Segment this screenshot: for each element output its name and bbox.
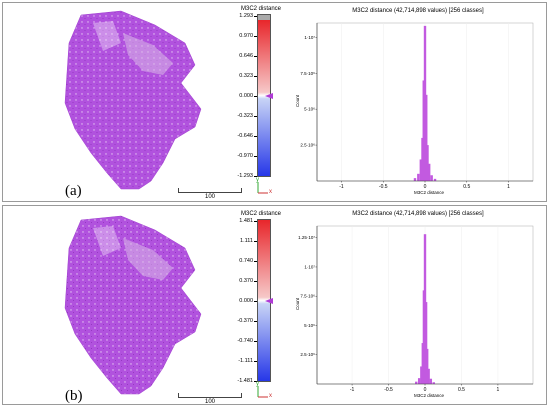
colorbar-value: -0.370 xyxy=(237,318,253,324)
colorbar-title: M3C2 distance xyxy=(240,211,282,217)
colorbar-value: -1.293 xyxy=(237,173,253,179)
point-cloud-shape xyxy=(64,215,202,395)
point-cloud-view[interactable] xyxy=(3,3,223,201)
x-axis-label: M3C2 distance xyxy=(414,393,445,398)
colorbar-value: -1.111 xyxy=(238,358,253,364)
histogram-bar xyxy=(426,145,429,181)
x-tick-label: 1 xyxy=(507,184,510,190)
histogram-bar xyxy=(424,302,428,384)
colorbar-value: 1.111 xyxy=(240,238,253,244)
histogram-bar xyxy=(427,368,430,384)
scale-label: 100 xyxy=(205,399,216,405)
axis-triad-icon xyxy=(257,182,268,194)
colorbar-marker-icon[interactable] xyxy=(265,93,273,99)
sublabel-b: (b) xyxy=(65,388,83,404)
histogram-bar xyxy=(432,382,435,384)
x-axis-label: M3C2 distance xyxy=(414,190,445,195)
point-cloud-shape xyxy=(64,10,202,190)
histogram-bar xyxy=(417,173,420,181)
histogram-bar xyxy=(415,381,418,384)
colorbar-value: 0.740 xyxy=(239,258,253,264)
point-cloud-view[interactable] xyxy=(3,206,223,404)
colorbar-value: -0.740 xyxy=(237,338,253,344)
colorbar-marker-icon[interactable] xyxy=(265,298,273,304)
panel-a: (a) 100 M3C2 distance 1.293 0.970 0.646 0.3… xyxy=(2,2,547,202)
axis-y-label: y xyxy=(256,381,259,387)
y-tick-label: 5·10⁶ xyxy=(304,107,315,112)
colorbar-value: 0.646 xyxy=(239,53,253,59)
sublabel-a: (a) xyxy=(65,183,82,199)
y-tick-label: 1·10⁷ xyxy=(304,35,315,40)
colorbar-value: -0.323 xyxy=(237,113,253,119)
y-tick-label: 1.25·10⁷ xyxy=(298,235,315,240)
x-tick-label: -0.5 xyxy=(379,184,388,190)
y-tick-label: 7.5·10⁶ xyxy=(300,71,315,76)
histogram-chart[interactable]: 1.25·10⁷ 1·10⁷ 7.5·10⁶ 5·10⁶ 2.5·10⁶ -1 -0.5 0 0… xyxy=(293,220,541,400)
colorbar-value: 0.323 xyxy=(239,73,253,79)
histogram-bar xyxy=(425,348,429,384)
y-tick-label: 5·10⁶ xyxy=(304,323,315,328)
x-tick-label: -0.5 xyxy=(384,387,393,393)
axis-x-label: x xyxy=(269,189,272,195)
scale-label: 100 xyxy=(205,194,216,200)
y-tick-label: 1·10⁷ xyxy=(304,264,315,269)
colorbar-value: -0.646 xyxy=(237,133,253,139)
y-tick-label: 7.5·10⁶ xyxy=(300,294,315,299)
y-tick-label: 2.5·10⁶ xyxy=(300,352,315,357)
colorbar-value: 0.970 xyxy=(239,33,253,39)
histogram-title: M3C2 distance (42,714,898 values) [256 c… xyxy=(352,211,484,217)
y-axis-label: Count xyxy=(295,94,300,107)
colorbar-value: 0.000 xyxy=(239,298,253,304)
histogram-bar xyxy=(421,137,424,181)
x-tick-label: 0 xyxy=(424,184,427,190)
histogram-bar xyxy=(430,175,433,181)
x-tick-label: -1 xyxy=(339,184,344,190)
y-tick-label: 2.5·10⁶ xyxy=(300,143,315,148)
histogram-bar xyxy=(423,25,427,181)
colorbar-value: -0.970 xyxy=(237,153,253,159)
axis-x-label: x xyxy=(269,393,272,399)
colorbar-value: -1.481 xyxy=(237,378,253,384)
histogram-bar xyxy=(429,378,433,384)
axis-y-label: y xyxy=(256,177,259,183)
scale-bar xyxy=(178,397,241,398)
axis-triad-icon xyxy=(257,386,268,398)
histogram-bar xyxy=(419,159,423,181)
x-tick-label: 0.5 xyxy=(458,387,465,393)
x-tick-label: 1 xyxy=(497,387,500,393)
colorbar-value: 1.293 xyxy=(239,13,253,19)
histogram-bar xyxy=(417,378,421,384)
histogram-bar xyxy=(420,366,423,384)
histogram-bar xyxy=(413,178,417,181)
y-axis-label: Count xyxy=(295,297,300,310)
colorbar-title: M3C2 distance xyxy=(240,6,282,12)
histogram-bar xyxy=(422,80,425,181)
histogram-chart[interactable]: 1·10⁷ 7.5·10⁶ 5·10⁶ 2.5·10⁶ -1 -0.5 0 0.5 1 Count… xyxy=(293,17,541,197)
panel-b: (b) 100 M3C2 distance 1.481 1.111 0.740 0.3… xyxy=(2,205,547,405)
x-tick-label: 0 xyxy=(424,387,427,393)
colorbar-value: 1.481 xyxy=(239,218,253,224)
scale-bar xyxy=(178,192,241,193)
colorbar-value: 0.370 xyxy=(239,278,253,284)
x-tick-label: 0.5 xyxy=(463,184,470,190)
x-tick-label: -1 xyxy=(350,387,355,393)
histogram-title: M3C2 distance (42,714,898 values) [256 c… xyxy=(352,8,484,14)
colorbar-value: 0.000 xyxy=(239,93,253,99)
histogram-bar xyxy=(425,94,428,181)
histogram-bar xyxy=(433,178,437,181)
histogram-bar xyxy=(427,163,431,181)
